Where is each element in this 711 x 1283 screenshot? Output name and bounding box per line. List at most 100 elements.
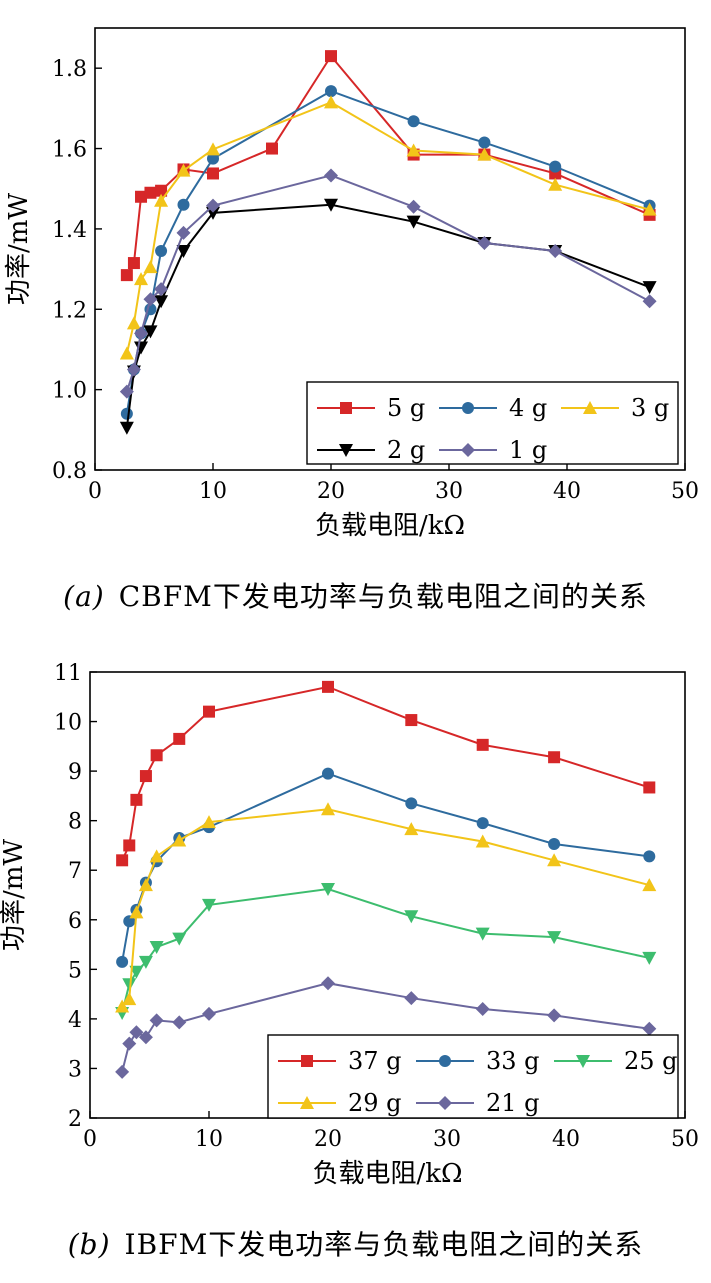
data-point (119, 346, 134, 360)
plot-frame (94, 27, 686, 471)
data-point (404, 910, 419, 924)
caption-b-label: (b) (67, 1228, 111, 1261)
caption-b-text: IBFM下发电功率与负载电阻之间的关系 (124, 1228, 644, 1261)
series-21g (115, 976, 657, 1079)
data-point (322, 680, 334, 693)
x-tick-label: 10 (199, 479, 227, 504)
data-point (325, 50, 337, 63)
series-line (125, 101, 650, 354)
legend-label: 25 g (624, 1047, 678, 1075)
data-point (144, 186, 157, 199)
data-point (548, 177, 563, 191)
data-point (548, 244, 563, 259)
data-point (206, 198, 220, 213)
data-point (122, 992, 137, 1006)
legend-item: 37 g (278, 1047, 402, 1075)
data-point (122, 1036, 137, 1051)
data-point (176, 225, 191, 240)
data-point (127, 257, 140, 270)
x-axis-title: 负载电阻/kΩ (315, 511, 465, 541)
data-point (143, 292, 158, 307)
data-point (202, 898, 216, 912)
data-point (129, 905, 144, 919)
x-tick-label: 20 (317, 479, 345, 504)
data-point (405, 714, 418, 727)
series-25g (115, 883, 657, 1020)
legend-box (267, 1034, 679, 1119)
data-point (134, 272, 149, 286)
data-point (154, 193, 169, 207)
legend-item: 4 g (439, 394, 547, 422)
data-point (547, 853, 562, 867)
data-point (324, 168, 338, 183)
data-point (120, 407, 133, 420)
data-point (642, 281, 657, 295)
data-point (549, 160, 562, 173)
x-axis-title: 负载电阻/kΩ (312, 1159, 462, 1189)
data-point (406, 215, 421, 229)
data-point (642, 878, 657, 892)
series-3g (119, 95, 657, 360)
data-point (548, 837, 561, 850)
data-point (547, 931, 562, 945)
series-5g (120, 50, 656, 282)
data-point (172, 932, 187, 946)
legend-item: 3 g (561, 394, 669, 422)
y-tick-label: 6 (68, 909, 82, 934)
data-point (202, 1006, 216, 1021)
data-point (406, 199, 421, 214)
series-line (125, 89, 650, 414)
data-point (122, 978, 137, 992)
data-point (154, 282, 169, 297)
y-tick-label: 1.4 (52, 218, 87, 243)
data-point (134, 326, 149, 341)
y-tick-label: 3 (68, 1057, 82, 1082)
y-axis-title: 功率/mW (0, 839, 29, 951)
data-point (405, 797, 418, 810)
data-point (477, 147, 492, 161)
legend-item: 25 g (554, 1047, 678, 1075)
y-tick-label: 4 (68, 1008, 82, 1033)
y-tick-label: 2 (68, 1107, 82, 1132)
data-point (138, 878, 153, 892)
caption-a-text: CBFM下发电功率与负载电阻之间的关系 (118, 580, 648, 613)
data-point (548, 751, 561, 764)
y-tick-label: 11 (54, 661, 82, 686)
legend-label: 5 g (387, 394, 425, 422)
y-tick-label: 5 (68, 958, 82, 983)
y-tick-label: 1.6 (52, 138, 87, 163)
legend-label: 1 g (509, 436, 547, 464)
legend-box (306, 381, 679, 465)
data-point (149, 941, 164, 955)
legend-label: 37 g (348, 1047, 402, 1075)
data-point (134, 341, 149, 355)
data-point (139, 770, 152, 783)
legend-item: 1 g (439, 436, 547, 464)
y-tick-label: 8 (68, 810, 82, 835)
y-tick-label: 0.8 (52, 459, 87, 484)
legend: 37 g 33 g 25 g 29 g 21 g (267, 1034, 679, 1119)
data-point (321, 976, 335, 991)
data-point (172, 833, 187, 847)
x-tick-label: 50 (671, 1127, 699, 1152)
data-point (325, 85, 337, 98)
data-point (155, 184, 168, 197)
x-tick-label: 40 (552, 1127, 580, 1152)
y-tick-label: 9 (68, 760, 82, 785)
data-point (138, 955, 153, 969)
data-point (138, 1030, 153, 1045)
legend-marker (339, 444, 353, 457)
y-tick-label: 7 (68, 859, 82, 884)
data-point (143, 260, 158, 274)
data-point (143, 325, 158, 339)
x-tick-label: 30 (433, 1127, 461, 1152)
data-point (404, 991, 419, 1006)
x-tick-label: 0 (83, 1127, 97, 1152)
data-point (322, 767, 334, 780)
legend-marker (461, 443, 475, 457)
data-point (129, 1025, 144, 1040)
data-point (406, 143, 421, 157)
data-point (475, 1001, 490, 1016)
